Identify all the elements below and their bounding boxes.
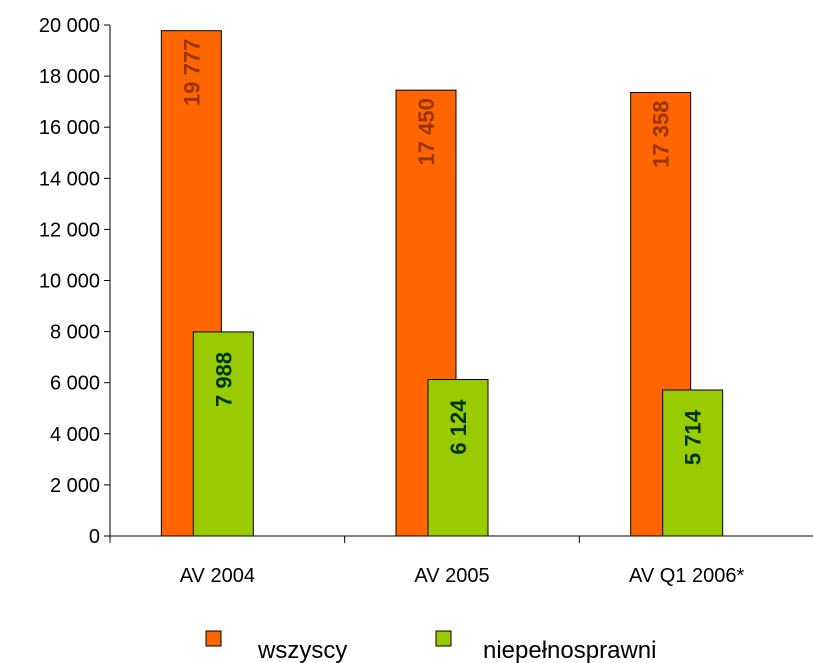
plot-area: 0 2 000 4 000 6 000 8 000 10 000 12 000 14 000 1…: [39, 15, 813, 587]
legend-swatch: [435, 630, 452, 647]
y-tick-label: 10 000: [39, 271, 100, 293]
data-label: 17 450: [414, 98, 439, 165]
x-category-label: AV 2005: [414, 565, 489, 587]
y-tick-label: 8 000: [50, 322, 100, 344]
legend-swatch: [205, 630, 222, 647]
y-tick-label: 2 000: [50, 475, 100, 497]
y-tick-label: 16 000: [39, 117, 100, 139]
y-tick-label: 6 000: [50, 373, 100, 395]
legend-label: wszyscy: [257, 637, 347, 663]
y-tick-label: 18 000: [39, 66, 100, 88]
y-tick-label: 14 000: [39, 168, 100, 190]
data-label: 17 358: [649, 101, 674, 168]
x-category-label: AV 2004: [180, 565, 255, 587]
data-label: 6 124: [446, 399, 471, 455]
bar-niepelnosprawni: [662, 389, 724, 537]
bar-niepelnosprawni: [427, 379, 489, 537]
y-tick-label: 4 000: [50, 424, 100, 446]
data-label: 19 777: [179, 39, 204, 106]
y-tick-label: 20 000: [39, 15, 100, 37]
data-label: 7 988: [211, 352, 236, 407]
x-category-label: AV Q1 2006*: [629, 565, 744, 587]
legend: wszyscy niepełnosprawni: [205, 630, 656, 663]
legend-label: niepełnosprawni: [483, 637, 656, 663]
y-tick-label: 12 000: [39, 219, 100, 241]
bar-niepelnosprawni: [192, 331, 254, 537]
data-label: 5 714: [681, 409, 706, 465]
y-tick-label: 0: [89, 526, 100, 548]
